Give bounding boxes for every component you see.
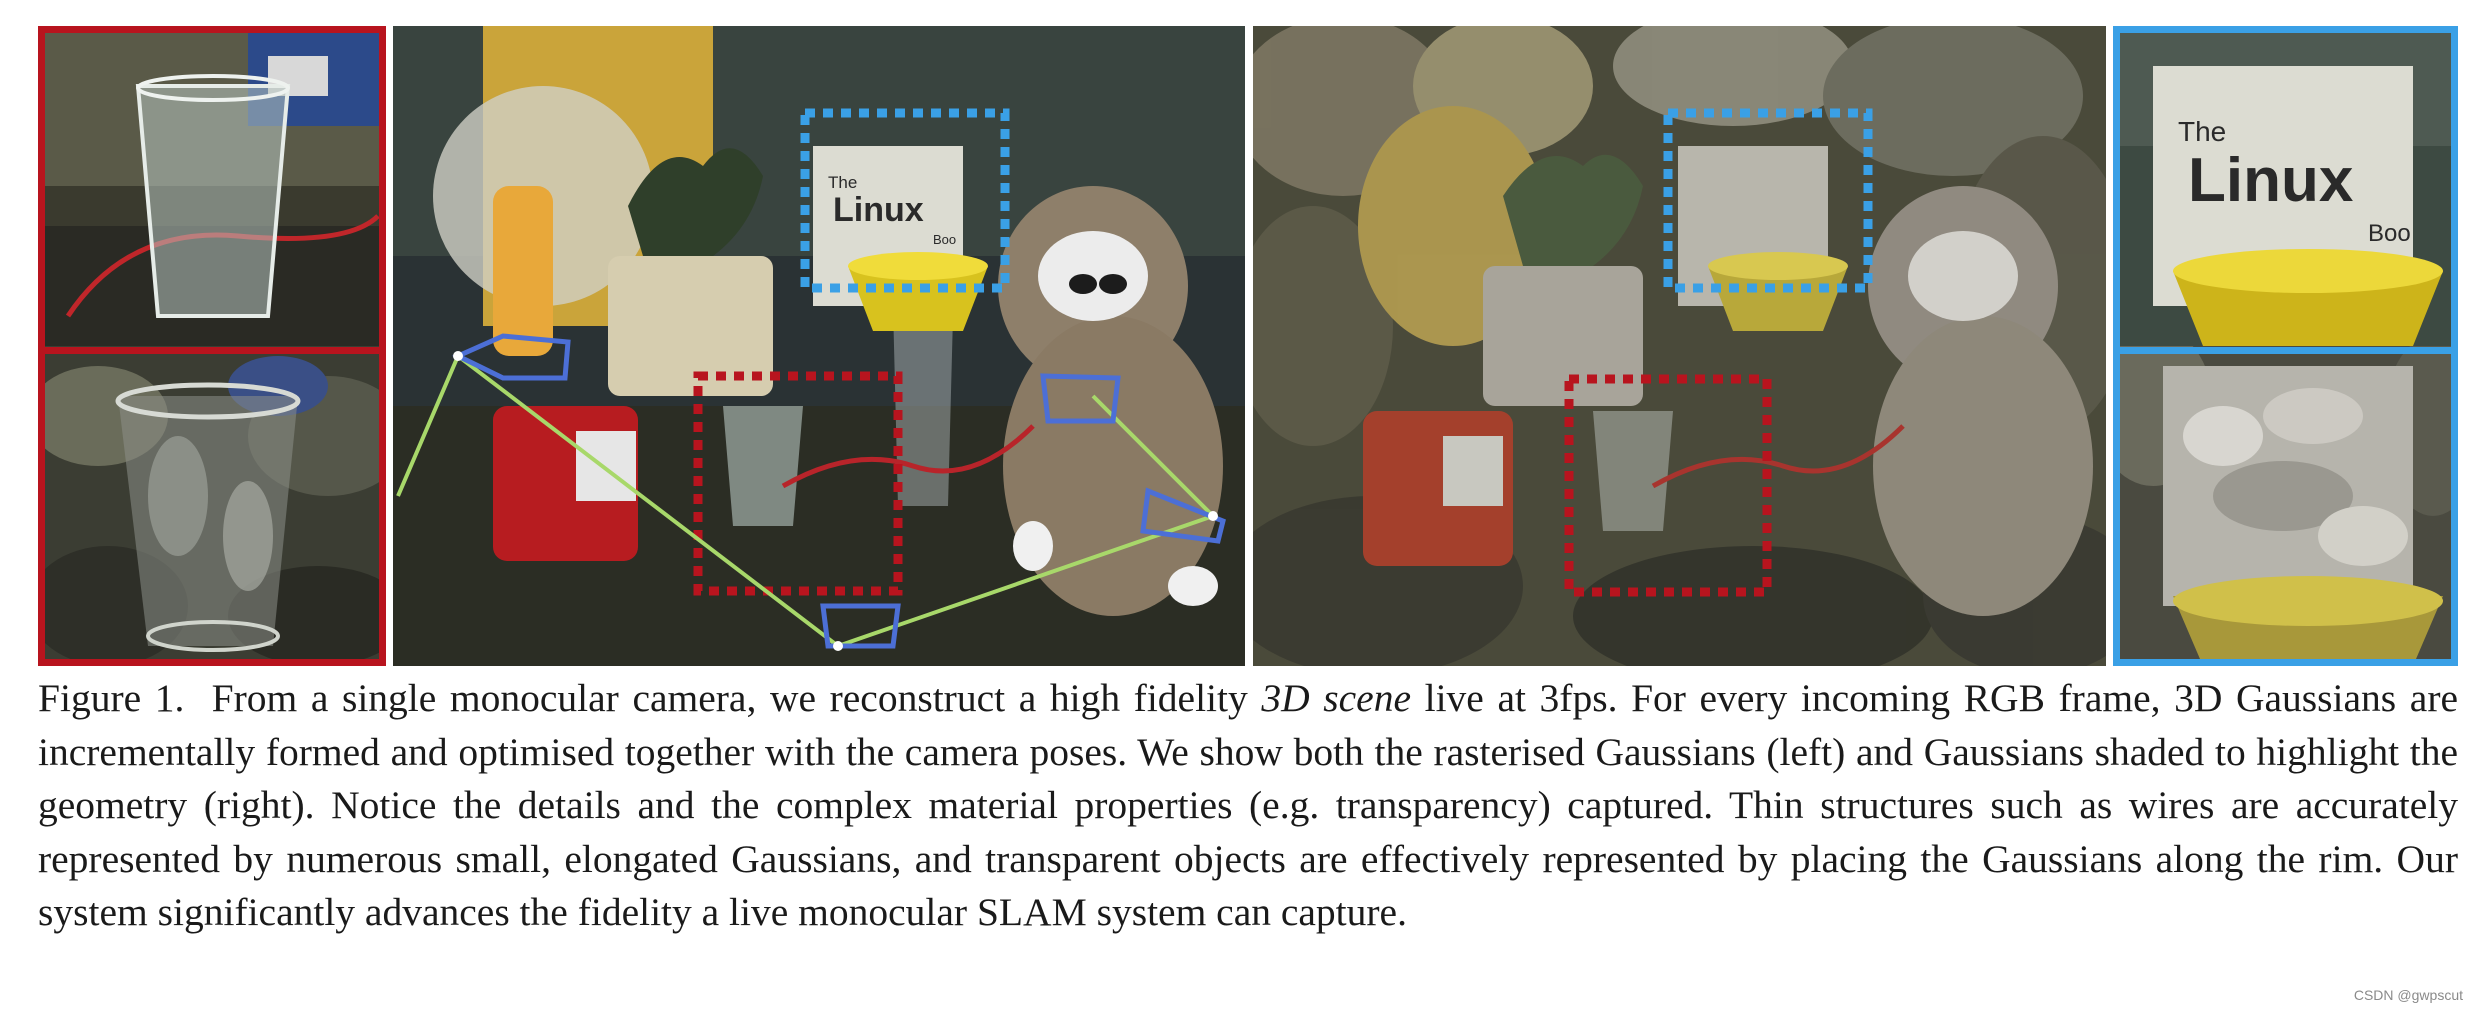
inset-book-geometry: [2113, 346, 2458, 666]
camera-center-2: [1208, 511, 1218, 521]
caption-text-emphasis: 3D scene: [1261, 676, 1411, 720]
highlight-box-red-left: [693, 371, 903, 596]
camera-frustum-4: [820, 603, 901, 649]
camera-centers: [453, 351, 1218, 651]
highlight-box-blue-right: [1663, 108, 1873, 293]
book-title-line3: Boo: [933, 232, 956, 247]
highlight-box-red-right: [1564, 374, 1772, 597]
book-title-line1: The: [828, 173, 857, 192]
highlight-box-blue-left: [800, 108, 1010, 293]
figure-label: Figure 1.: [38, 676, 185, 720]
inset-glass-rendered: [38, 26, 386, 346]
inset-book-line2: Linux: [2188, 146, 2354, 215]
book-title-line2: Linux: [833, 191, 924, 229]
caption-text-pre: From a single monocular camera, we recon…: [211, 676, 1262, 720]
camera-center-3: [833, 641, 843, 651]
camera-frustum-3: [1140, 487, 1226, 544]
camera-frustums: [452, 333, 1226, 649]
watermark: CSDN @gwpscut: [2353, 987, 2463, 1003]
inset-book-rendered: The Linux Boo: [2113, 26, 2458, 346]
figure-caption: Figure 1. From a single monocular camera…: [38, 672, 2458, 940]
camera-frustum-1: [452, 333, 571, 381]
camera-frustum-2: [1040, 373, 1121, 424]
camera-center-1: [453, 351, 463, 361]
shaded-gaussians-view: [1253, 26, 2106, 666]
rasterised-gaussians-view: The Linux Boo: [393, 26, 1245, 666]
caption-text-post: live at 3fps. For every incoming RGB fra…: [38, 676, 2459, 934]
inset-book-line1: The: [2178, 116, 2226, 147]
inset-book-line3: Boo: [2368, 220, 2411, 247]
inset-glass-geometry: [38, 346, 386, 666]
